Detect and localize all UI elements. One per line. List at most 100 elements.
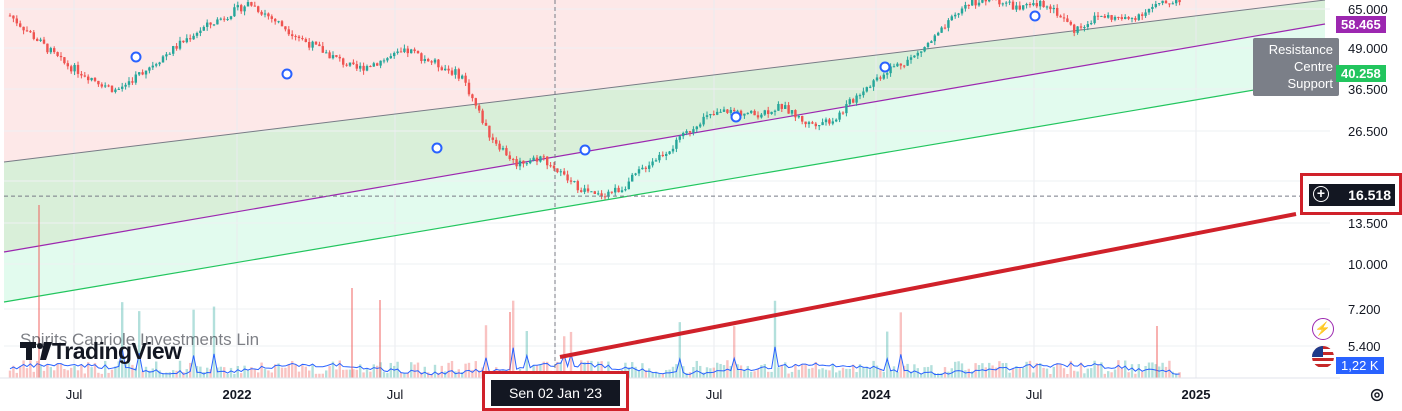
candle-body: [104, 85, 107, 87]
candle-body: [206, 22, 209, 27]
candle-body: [896, 63, 899, 67]
volume-bar: [964, 370, 967, 378]
volume-bar: [328, 366, 331, 378]
candle-body: [644, 167, 647, 169]
volume-bar: [158, 370, 161, 378]
volume-bar: [25, 368, 29, 378]
add-plus-icon[interactable]: +: [1313, 186, 1329, 202]
candle-body: [770, 111, 773, 114]
candle-body: [909, 57, 913, 60]
volume-bar: [818, 369, 821, 378]
candle-body: [1042, 0, 1045, 8]
volume-bar: [770, 371, 773, 378]
candle-body: [1062, 17, 1066, 19]
candle-body: [304, 39, 307, 43]
volume-bar: [991, 365, 994, 378]
candle-body: [597, 193, 600, 195]
price-axis-label: 13.500: [1348, 216, 1388, 231]
candle-body: [444, 68, 447, 71]
price-axis-label: 36.500: [1348, 82, 1388, 97]
candle-body: [185, 38, 188, 43]
candle-body: [773, 110, 777, 112]
candle-body: [753, 110, 756, 116]
volume-bar: [144, 366, 148, 378]
candle-body: [835, 119, 838, 122]
candle-body: [80, 73, 83, 76]
event-marker: [281, 68, 293, 80]
candle-body: [331, 55, 335, 59]
candle-body: [410, 49, 413, 54]
candle-body: [569, 180, 573, 182]
candle-body: [359, 65, 362, 69]
candle-body: [668, 151, 671, 154]
volume-spike: [509, 312, 511, 378]
volume-bar: [80, 364, 83, 378]
volume-bar: [240, 373, 243, 378]
crosshair-date-highlight: Sen 02 Jan '23: [482, 371, 629, 411]
volume-bar: [1147, 362, 1151, 378]
volume-bar: [257, 372, 260, 378]
volume-bar: [19, 366, 22, 378]
volume-bar: [600, 361, 603, 378]
candle-body: [291, 34, 294, 37]
volume-bar: [342, 369, 345, 378]
settings-gear-icon[interactable]: [1368, 386, 1386, 404]
volume-bar: [359, 364, 362, 378]
volume-bar: [389, 362, 392, 378]
price-axis-label: 10.000: [1348, 257, 1388, 272]
candle-body: [954, 14, 957, 17]
volume-bar: [393, 365, 396, 378]
volume-bar: [284, 367, 287, 378]
volume-bar: [355, 369, 358, 378]
volume-bar: [583, 362, 586, 378]
candle-body: [1141, 14, 1144, 16]
volume-bar: [957, 361, 960, 378]
event-marker: [1029, 10, 1041, 22]
volume-bar: [294, 364, 297, 378]
candle-body: [481, 110, 484, 123]
candle-body: [362, 65, 365, 71]
volume-bar: [753, 371, 756, 378]
crosshair-price-label[interactable]: + 16.518: [1309, 184, 1395, 206]
volume-bar: [841, 367, 845, 378]
volume-bar: [321, 373, 324, 378]
candle-body: [583, 188, 586, 192]
crosshair-price-highlight: + 16.518: [1300, 173, 1402, 215]
volume-bar: [1110, 372, 1113, 378]
candle-body: [1045, 6, 1049, 8]
candle-body: [529, 160, 532, 164]
us-flag-icon[interactable]: [1312, 346, 1334, 368]
volume-bar: [352, 369, 355, 378]
crosshair-price-value: 16.518: [1348, 187, 1391, 203]
candle-body: [719, 111, 722, 113]
candle-body: [760, 114, 763, 118]
candle-body: [505, 148, 508, 156]
volume-bar: [39, 365, 42, 378]
volume-spike: [38, 205, 40, 378]
candle-body: [576, 181, 579, 191]
candle-body: [308, 42, 311, 48]
volume-bar: [138, 311, 141, 378]
candle-body: [491, 137, 494, 140]
candle-body: [1069, 21, 1072, 25]
volume-bar: [580, 360, 583, 378]
candle-body: [1117, 16, 1120, 18]
volume-bar: [114, 366, 117, 378]
volume-bar: [865, 366, 868, 378]
volume-bar: [151, 368, 154, 378]
volume-bar: [1028, 360, 1032, 378]
candle-body: [127, 81, 131, 85]
candle-body: [862, 91, 865, 96]
candle-body: [563, 171, 566, 175]
volume-bar: [559, 362, 562, 378]
candle-body: [777, 103, 780, 111]
crosshair-date-label: Sen 02 Jan '23: [491, 380, 620, 406]
candle-body: [161, 56, 165, 63]
lightning-icon[interactable]: ⚡: [1312, 318, 1334, 340]
candle-body: [930, 41, 933, 43]
volume-bar: [835, 372, 838, 378]
volume-bar: [794, 364, 797, 378]
volume-bar: [83, 373, 86, 378]
volume-bar: [1178, 372, 1181, 378]
